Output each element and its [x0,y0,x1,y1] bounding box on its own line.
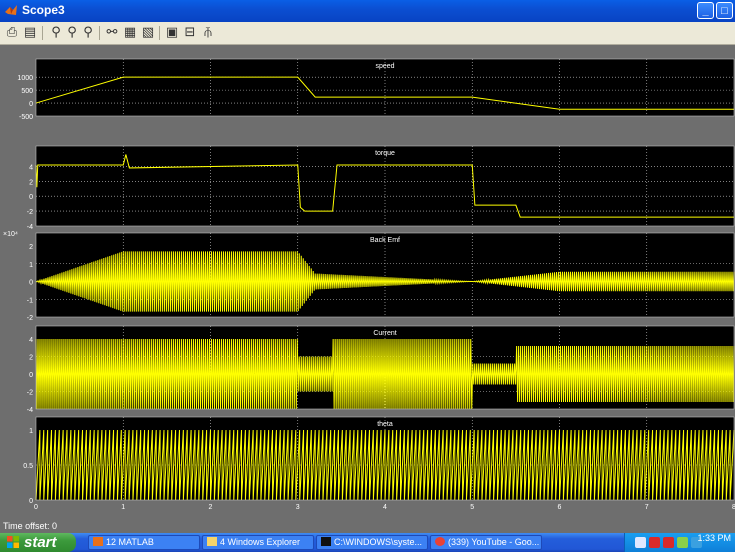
taskbar-label: C:\WINDOWS\syste... [334,537,423,547]
y-tick-label: 4 [29,164,33,171]
y-tick-label: 0 [29,101,33,108]
toolbar-separator [159,26,160,40]
y-tick-label: 0 [29,498,33,505]
time-offset-label: Time offset: 0 [3,521,58,531]
scope-plot-area: speed 1000 500 0 -500 torque 4 2 0 -2 -4 Back Emf 2 1… [0,45,735,531]
y-tick-label: 1 [29,428,33,435]
x-tick-label: 3 [296,504,300,511]
y-tick-label: 0 [29,372,33,379]
plot-title: Current [373,330,396,337]
taskbar-button-cmd[interactable]: C:\WINDOWS\syste... [316,535,428,550]
tray-icon[interactable] [677,537,688,548]
x-tick-label: 0 [34,504,38,511]
x-tick-label: 1 [121,504,125,511]
y-tick-label: -2 [27,209,33,216]
y-tick-label: -4 [27,407,33,414]
toolbar-separator [42,26,43,40]
folder-icon [207,537,217,546]
tray-icon[interactable] [635,537,646,548]
taskbar-button-matlab[interactable]: 12 MATLAB [88,535,200,550]
trace-theta [35,429,735,501]
taskbar-button-chrome[interactable]: (339) YouTube - Goo... [430,535,542,550]
parameters-icon[interactable]: ▤ [23,25,37,40]
y-tick-label: -4 [27,224,33,231]
start-label: start [24,534,57,551]
tray-clock: 1:33 PM [697,533,731,543]
chrome-icon [435,537,445,546]
plot-title: theta [377,421,393,428]
y-tick-label: 0 [29,194,33,201]
x-tick-label: 2 [209,504,213,511]
matlab-app-icon [5,5,17,15]
x-tick-label: 6 [558,504,562,511]
plot-border [35,145,735,227]
x-tick-label: 8 [732,504,735,511]
plot-border [35,58,735,117]
minimize-button[interactable]: _ [697,2,714,19]
trace-back-emf [35,251,735,312]
y-tick-label: 4 [29,337,33,344]
taskbar-label: 4 Windows Explorer [220,537,301,547]
zoom-x-icon[interactable]: ⚲ [67,25,77,40]
windows-flag-icon [7,536,19,548]
maximize-button[interactable]: □ [716,2,733,19]
save-axes-icon[interactable]: ▦ [123,25,137,40]
window-title: Scope3 [22,3,65,17]
x-tick-label: 7 [645,504,649,511]
y-tick-label: -500 [19,114,33,121]
zoom-y-icon[interactable]: ⚲ [83,25,93,40]
y-tick-label: -2 [27,390,33,397]
toolbar-separator [99,26,100,40]
y-tick-label: 2 [29,179,33,186]
trace-speed [35,76,734,110]
plot-border [35,232,735,318]
window-title-bar[interactable]: Scope3 _ □ [0,0,735,22]
y-tick-label: -2 [27,315,33,322]
system-tray: 1:33 PM [624,533,735,552]
y-tick-label: 1 [29,262,33,269]
axis-exponent: ×10⁴ [3,231,18,238]
tray-icon[interactable] [649,537,660,548]
tray-icon[interactable] [691,537,702,548]
console-icon [321,537,331,546]
taskbar-label: (339) YouTube - Goo... [448,537,540,547]
floating-scope-icon[interactable]: ▣ [165,25,179,40]
trace-current [35,338,735,410]
restore-axes-icon[interactable]: ▧ [141,25,155,40]
scope-toolbar: ⎙ ▤ ⚲ ⚲ ⚲ ⚯ ▦ ▧ ▣ ⊟ ⫚ [0,22,735,45]
plot-title: torque [375,150,395,157]
y-tick-label: 0.5 [23,463,33,470]
y-tick-label: 0 [29,280,33,287]
plot-border [35,325,735,410]
x-tick-label: 4 [383,504,387,511]
y-tick-label: 2 [29,244,33,251]
tray-icon[interactable] [663,537,674,548]
zoom-icon[interactable]: ⚲ [51,25,61,40]
lock-axes-icon[interactable]: ⊟ [184,25,196,40]
print-icon[interactable]: ⎙ [6,25,18,40]
y-tick-label: -1 [27,297,33,304]
signal-selection-icon[interactable]: ⫚ [204,25,212,40]
trace-torque [35,154,734,218]
y-tick-label: 2 [29,355,33,362]
autoscale-icon[interactable]: ⚯ [106,25,118,40]
start-button[interactable]: start [0,533,76,552]
y-tick-label: 1000 [17,75,33,82]
x-tick-label: 5 [470,504,474,511]
matlab-icon [93,537,103,546]
plot-title: speed [375,63,394,70]
plot-border [35,416,735,501]
y-tick-label: 500 [21,88,33,95]
taskbar-label: 12 MATLAB [106,537,154,547]
plot-title: Back Emf [370,237,400,244]
taskbar-button-explorer[interactable]: 4 Windows Explorer [202,535,314,550]
windows-taskbar: start 12 MATLAB 4 Windows Explorer C:\WI… [0,533,735,552]
